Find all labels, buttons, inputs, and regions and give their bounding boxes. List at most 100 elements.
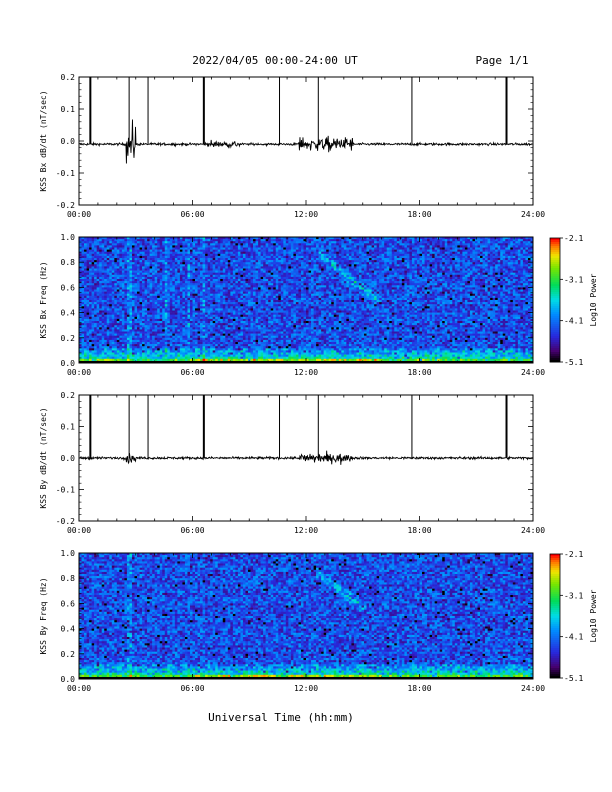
spectrogram-cell — [394, 243, 397, 245]
spectrogram-cell — [467, 275, 470, 277]
spectrogram-cell — [339, 239, 342, 241]
spectrogram-cell — [480, 273, 483, 275]
spectrogram-cell — [351, 258, 354, 260]
spectrogram-cell — [351, 271, 354, 273]
spectrogram-cell — [104, 254, 107, 256]
spectrogram-cell — [122, 239, 125, 241]
spectrogram-cell — [379, 260, 382, 262]
spectrogram-cell — [230, 273, 233, 275]
spectrogram-cell — [445, 269, 448, 271]
spectrogram-cell — [319, 290, 322, 292]
spectrogram-cell — [205, 271, 208, 273]
spectrogram-cell — [155, 258, 158, 260]
spectrogram-cell — [225, 243, 228, 245]
spectrogram-cell — [309, 256, 312, 258]
spectrogram-cell — [286, 260, 289, 262]
spectrogram-cell — [243, 254, 246, 256]
spectrogram-cell — [142, 266, 145, 268]
spectrogram-cell — [240, 290, 243, 292]
spectrogram-cell — [235, 281, 238, 283]
spectrogram-cell — [248, 279, 251, 281]
spectrogram-cell — [263, 250, 266, 252]
spectrogram-cell — [293, 269, 296, 271]
spectrogram-cell — [172, 254, 175, 256]
spectrogram-cell — [510, 258, 513, 260]
spectrogram-cell — [379, 271, 382, 273]
spectrogram-cell — [119, 281, 122, 283]
spectrogram-cell — [283, 248, 286, 250]
spectrogram-cell — [462, 250, 465, 252]
spectrogram-cell — [281, 283, 284, 285]
spectrogram-cell — [437, 254, 440, 256]
spectrogram-cell — [288, 273, 291, 275]
spectrogram-cell — [114, 283, 117, 285]
spectrogram-cell — [258, 290, 261, 292]
spectrogram-cell — [193, 252, 196, 254]
spectrogram-cell — [238, 245, 241, 247]
spectrogram-cell — [97, 250, 100, 252]
spectrogram-cell — [311, 285, 314, 287]
spectrogram-cell — [132, 241, 135, 243]
spectrogram-cell — [210, 241, 213, 243]
spectrogram-cell — [157, 292, 160, 294]
spectrogram-cell — [170, 290, 173, 292]
spectrogram-cell — [190, 256, 193, 258]
spectrogram-cell — [253, 262, 256, 264]
spectrogram-cell — [329, 266, 332, 268]
spectrogram-cell — [117, 243, 120, 245]
spectrogram-cell — [447, 245, 450, 247]
spectrogram-cell — [394, 241, 397, 243]
spectrogram-cell — [334, 260, 337, 262]
spectrogram-cell — [498, 269, 501, 271]
spectrogram-cell — [99, 269, 102, 271]
spectrogram-cell — [119, 260, 122, 262]
spectrogram-cell — [134, 275, 137, 277]
spectrogram-cell — [215, 287, 218, 289]
spectrogram-cell — [414, 239, 417, 241]
spectrogram-cell — [495, 239, 498, 241]
spectrogram-cell — [119, 250, 122, 252]
spectrogram-cell — [528, 254, 531, 256]
spectrogram-cell — [311, 245, 314, 247]
spectrogram-cell — [339, 281, 342, 283]
spectrogram-cell — [525, 254, 528, 256]
spectrogram-cell — [205, 260, 208, 262]
spectrogram-cell — [377, 243, 380, 245]
spectrogram-cell — [112, 248, 115, 250]
spectrogram-cell — [263, 287, 266, 289]
spectrogram-cell — [422, 241, 425, 243]
spectrogram-cell — [112, 292, 115, 294]
spectrogram-cell — [445, 248, 448, 250]
spectrogram-cell — [92, 275, 95, 277]
spectrogram-cell — [117, 292, 120, 294]
spectrogram-cell — [508, 252, 511, 254]
spectrogram-cell — [377, 275, 380, 277]
spectrogram-cell — [92, 252, 95, 254]
spectrogram-cell — [215, 260, 218, 262]
spectrogram-cell — [316, 277, 319, 279]
spectrogram-cell — [420, 254, 423, 256]
spectrogram-cell — [180, 250, 183, 252]
spectrogram-cell — [187, 241, 190, 243]
spectrogram-cell — [329, 245, 332, 247]
spectrogram-cell — [331, 262, 334, 264]
spectrogram-cell — [102, 275, 105, 277]
spectrogram-cell — [165, 260, 168, 262]
spectrogram-cell — [417, 262, 420, 264]
spectrogram-cell — [213, 266, 216, 268]
spectrogram-cell — [450, 283, 453, 285]
spectrogram-cell — [124, 287, 127, 289]
spectrogram-cell — [177, 277, 180, 279]
spectrogram-cell — [384, 245, 387, 247]
spectrogram-cell — [498, 262, 501, 264]
spectrogram-cell — [266, 275, 269, 277]
spectrogram-cell — [364, 254, 367, 256]
spectrogram-cell — [397, 254, 400, 256]
spectrogram-cell — [182, 239, 185, 241]
spectrogram-cell — [321, 243, 324, 245]
spectrogram-cell — [480, 262, 483, 264]
spectrogram-cell — [268, 241, 271, 243]
spectrogram-cell — [87, 283, 90, 285]
spectrogram-cell — [518, 275, 521, 277]
spectrogram-cell — [193, 260, 196, 262]
